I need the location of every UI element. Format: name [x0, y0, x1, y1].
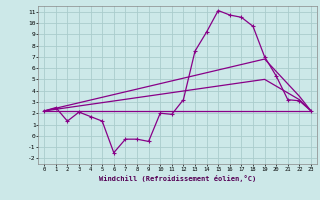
X-axis label: Windchill (Refroidissement éolien,°C): Windchill (Refroidissement éolien,°C) — [99, 175, 256, 182]
